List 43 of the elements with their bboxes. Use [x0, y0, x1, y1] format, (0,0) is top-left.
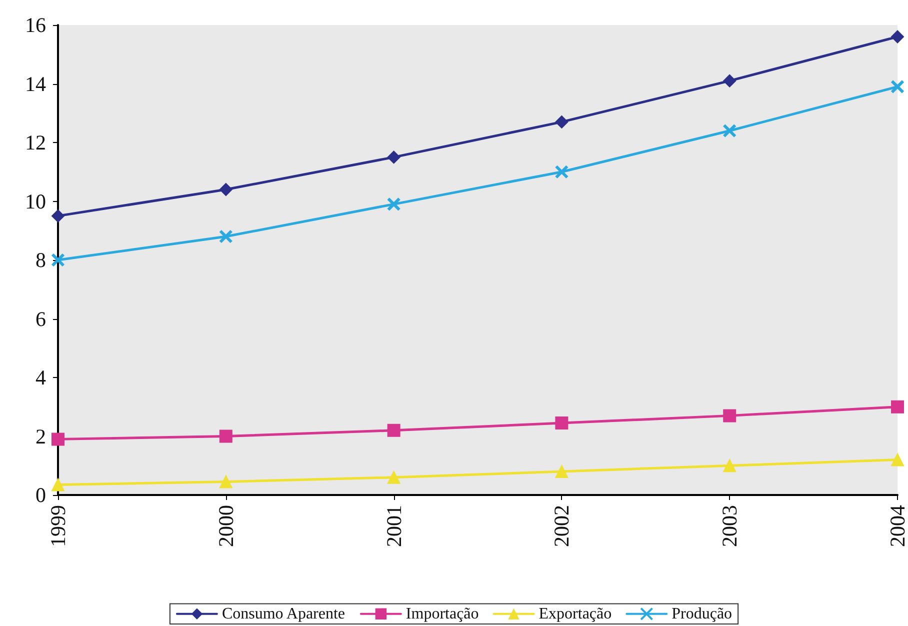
x-tick-label: 2001 [382, 505, 406, 547]
point [555, 465, 568, 478]
point [387, 470, 400, 484]
point [51, 253, 65, 267]
point [722, 124, 737, 138]
y-tick-label: 12 [25, 130, 46, 154]
point [387, 424, 400, 437]
point [554, 164, 569, 179]
point [52, 209, 64, 222]
legend-label: Importação [406, 605, 479, 622]
point [723, 409, 736, 422]
y-tick-label: 10 [25, 189, 46, 214]
legend-label: Consumo Aparente [222, 605, 346, 622]
y-tick-label: 8 [36, 248, 46, 272]
y-tick-label: 4 [36, 366, 46, 390]
point [723, 459, 736, 472]
point [891, 30, 904, 44]
point [218, 230, 233, 244]
y-tick-label: 0 [36, 483, 46, 507]
point [555, 416, 568, 430]
point [219, 430, 232, 443]
point [219, 183, 232, 196]
point [387, 150, 400, 164]
legend-label: Produção [672, 605, 732, 622]
point [891, 400, 904, 414]
y-tick-label: 14 [25, 72, 46, 96]
point [219, 475, 232, 488]
x-tick-label: 2003 [718, 505, 742, 547]
point [555, 115, 568, 128]
point [890, 80, 904, 94]
point [52, 432, 64, 446]
y-tick-label: 16 [25, 13, 46, 37]
x-tick-label: 2000 [214, 505, 238, 547]
y-tick-label: 2 [36, 424, 46, 448]
point [386, 197, 401, 212]
x-tick-label: 2004 [886, 504, 908, 547]
legend-label: Exportação [538, 605, 612, 622]
x-tick-label: 2002 [550, 505, 574, 547]
point [52, 478, 64, 492]
y-tick-label: 6 [36, 306, 46, 331]
point [891, 453, 904, 466]
x-tick-label: 1999 [46, 505, 70, 547]
point [723, 74, 736, 88]
